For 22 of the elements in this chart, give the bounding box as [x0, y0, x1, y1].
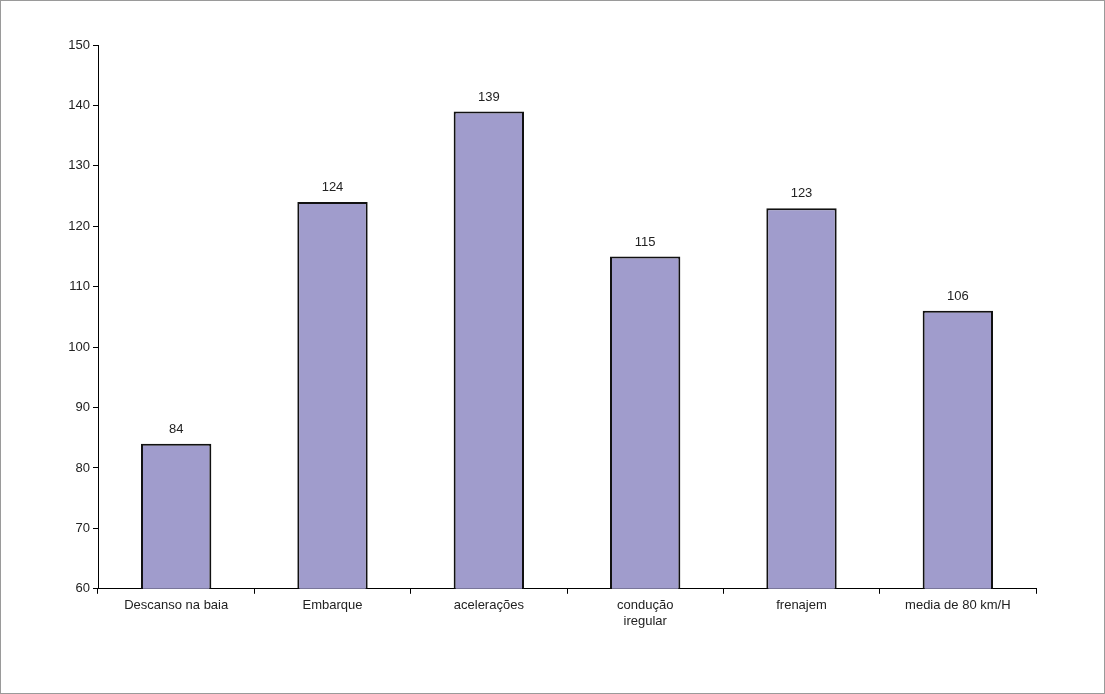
y-tick-label: 100 [68, 338, 90, 354]
y-tick-label: 70 [75, 519, 90, 535]
data-label: 139 [477, 88, 500, 104]
x-tick-label: frenajem [776, 597, 827, 613]
data-label: 84 [168, 420, 184, 436]
y-tick-label: 60 [75, 580, 90, 596]
y-tick-label: 150 [68, 36, 90, 52]
y-tick-label: 130 [68, 157, 90, 173]
x-tick-label: media de 80 km/H [905, 597, 1011, 613]
data-label: 124 [321, 179, 344, 195]
x-tick-label: condução iregular [616, 597, 674, 628]
y-tick-label: 90 [75, 399, 90, 415]
x-tick-label: Embarque [302, 597, 363, 613]
data-label: 123 [790, 185, 813, 201]
y-tick-label: 110 [69, 278, 90, 294]
y-tick-label: 120 [68, 217, 90, 233]
data-label: 115 [634, 233, 656, 249]
x-tick-label: acelerações [453, 597, 525, 613]
y-tick-label: 140 [68, 97, 90, 112]
x-tick-label: Descanso na baia [124, 597, 229, 613]
y-tick-label: 80 [75, 459, 90, 475]
data-label: 106 [946, 287, 969, 303]
